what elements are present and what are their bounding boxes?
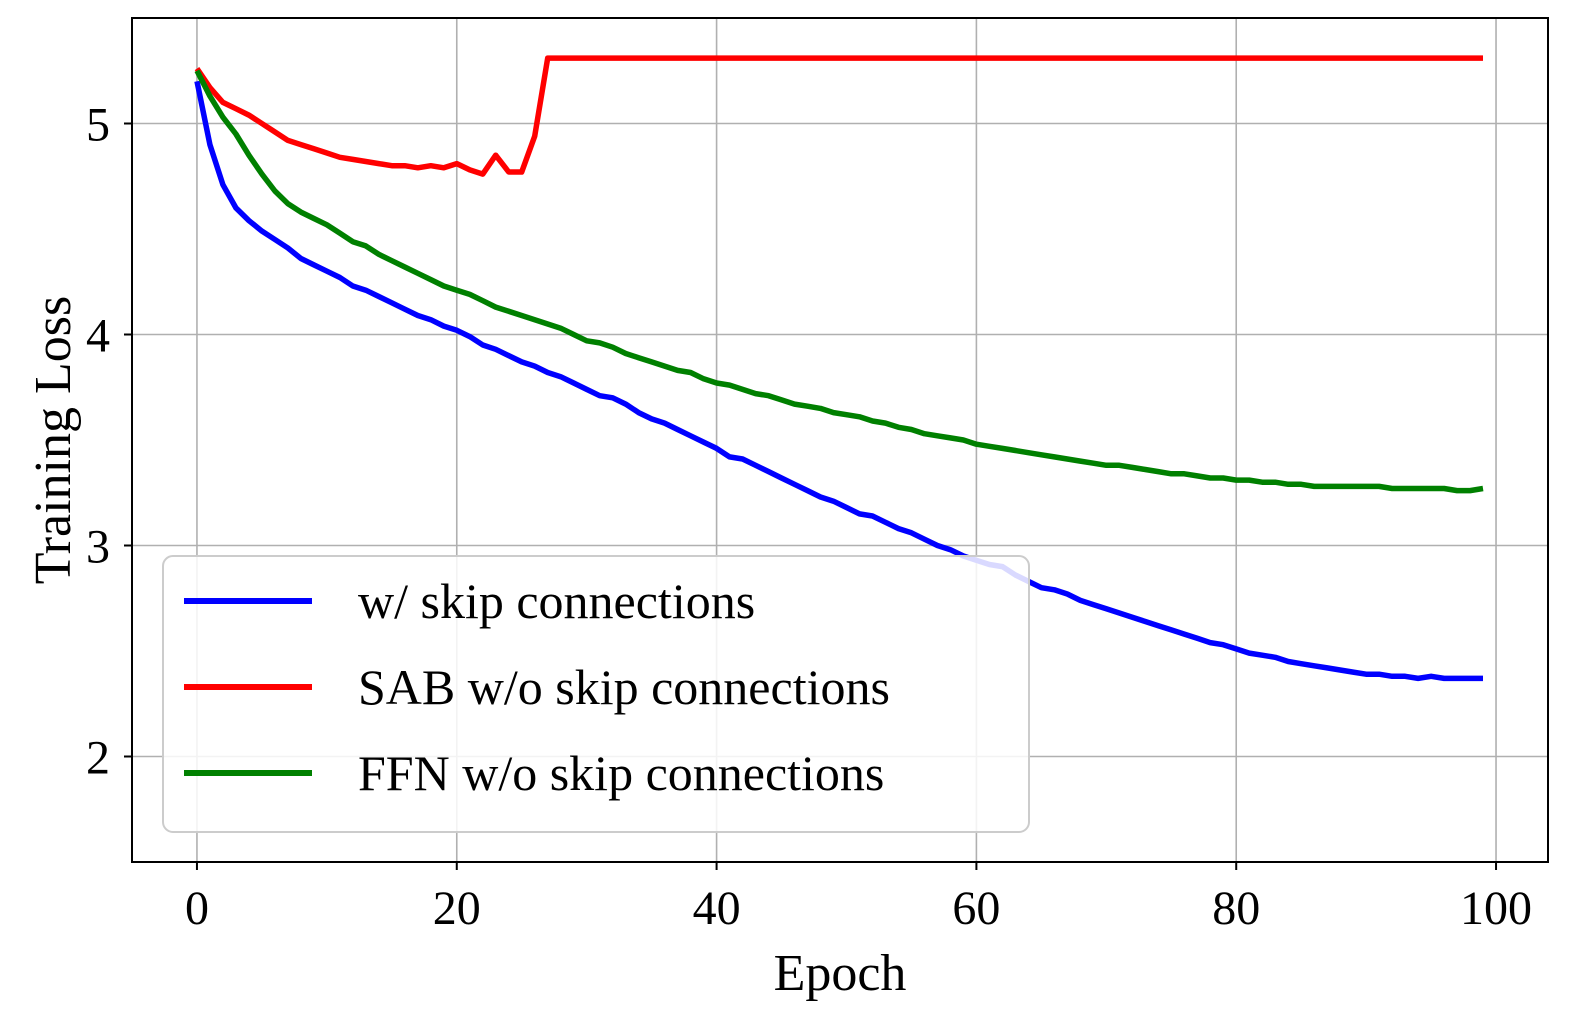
x-tick-label: 100 bbox=[1460, 882, 1532, 935]
x-tick-label: 20 bbox=[433, 882, 481, 935]
x-tick-label: 80 bbox=[1212, 882, 1260, 935]
series-line-3 bbox=[194, 69, 1484, 494]
legend-frame bbox=[162, 555, 1030, 833]
x-tick-label: 40 bbox=[693, 882, 741, 935]
y-tick-label: 3 bbox=[86, 521, 110, 574]
plot-frame bbox=[131, 17, 1549, 863]
y-tick-label: 4 bbox=[86, 310, 110, 363]
legend-label: w/ skip connections bbox=[358, 573, 755, 629]
x-tick-label: 0 bbox=[185, 882, 209, 935]
series-group bbox=[194, 55, 1484, 682]
legend-label: FFN w/o skip connections bbox=[358, 745, 884, 801]
series-line-2 bbox=[194, 55, 1483, 177]
x-tick-label: 60 bbox=[952, 882, 1000, 935]
y-axis-label: Training Loss bbox=[25, 296, 82, 584]
series-line-1 bbox=[194, 80, 1483, 682]
x-axis-label: Epoch bbox=[774, 945, 907, 1002]
y-tick-label: 2 bbox=[86, 732, 110, 785]
legend: w/ skip connections SAB w/o skip connecti… bbox=[162, 555, 1030, 833]
legend-label: SAB w/o skip connections bbox=[358, 659, 890, 715]
y-tick-label: 5 bbox=[86, 99, 110, 152]
ticks: 0 20 40 60 80 100 2 3 4 5 bbox=[86, 99, 1532, 936]
